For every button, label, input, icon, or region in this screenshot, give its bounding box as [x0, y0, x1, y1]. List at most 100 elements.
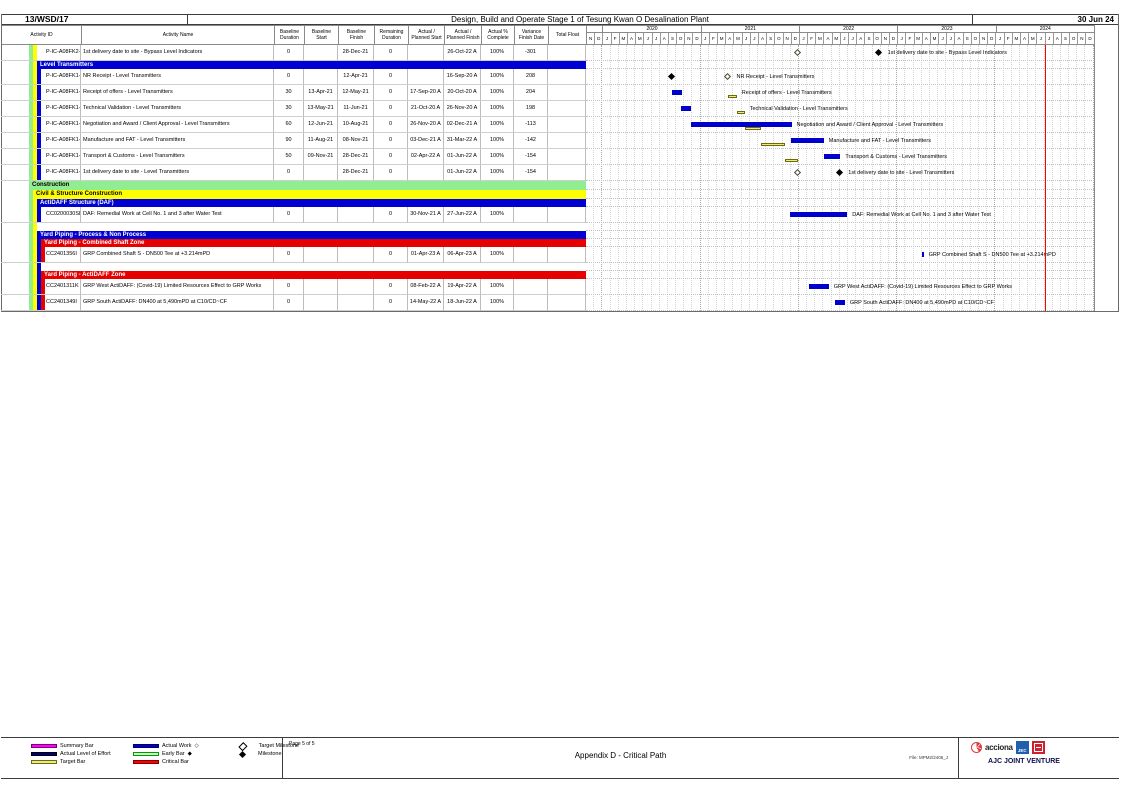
green-group-strip: [29, 207, 33, 223]
cell-baseline-duration: 30: [274, 101, 304, 117]
footer-center-cell: Page 5 of 5 Appendix D - Critical Path F…: [283, 738, 959, 778]
green-group-strip: [29, 199, 33, 207]
milestone-icon: [667, 72, 675, 81]
legend-label: Target Bar: [60, 759, 86, 765]
bar-label: Technical Validation - Level Transmitter…: [749, 106, 848, 112]
cell-pct-complete: 100%: [481, 117, 514, 133]
yellow-group-strip: [33, 231, 37, 239]
cell-actual-finish: 19-Apr-22 A: [444, 279, 481, 295]
cell-actual-start: [408, 45, 444, 61]
month-gridline: [1053, 45, 1061, 311]
appendix-title: Appendix D - Critical Path: [574, 751, 667, 760]
month-cell: O: [971, 33, 980, 45]
timeline-year-row: 2020 2021 2022 2023 2024: [587, 25, 1095, 33]
month-gridline: [652, 45, 660, 311]
yellow-group-strip: [33, 263, 37, 271]
month-gridline: [914, 45, 922, 311]
yellow-group-strip: [33, 295, 37, 311]
month-gridline: [823, 45, 832, 311]
cell-baseline-start: [304, 247, 338, 263]
month-cell: F: [611, 33, 620, 45]
joint-venture-logos: acciona JEC: [971, 741, 1045, 754]
table-border-bottom: [1, 311, 1119, 312]
legend-item: Milestone: [229, 750, 299, 758]
legend: Summary Bar Actual Level of Effort Target …: [1, 738, 299, 778]
target-milestone-icon: [724, 72, 732, 81]
month-gridline: [971, 45, 979, 311]
cell-actual-start: 17-Sep-20 A: [408, 85, 444, 101]
green-group-strip: [29, 69, 33, 85]
gantt-row: [586, 181, 1094, 190]
gantt-row: Transport & Customs - Level Transmitters: [586, 149, 1094, 165]
cell-activity-name: Negotiation and Award / Client Approval …: [81, 117, 274, 133]
cell-activity-id: CC2401356I: [1, 247, 81, 263]
cell-actual-start: 02-Apr-22 A: [408, 149, 444, 165]
cell-baseline-finish: 11-Jun-21: [338, 101, 374, 117]
cell-actual-finish: 01-Jun-22 A: [444, 149, 481, 165]
gantt-row: Receipt of offers - Level Transmitters: [586, 85, 1094, 101]
month-cell: J: [939, 33, 948, 45]
chart-border-right: [1094, 25, 1095, 311]
cell-pct-complete: 100%: [481, 165, 514, 181]
gantt-row: 1st delivery date to site - Bypass Level…: [586, 45, 1094, 61]
yellow-group-strip: [33, 207, 37, 223]
month-gridline: [1036, 45, 1045, 311]
cell-baseline-start: [304, 295, 338, 311]
month-cell: A: [1020, 33, 1030, 45]
month-gridline: [635, 45, 644, 311]
cell-activity-id: P-IC-A08FK2-: [1, 45, 81, 61]
group-band-row: Level Transmitters: [1, 61, 1119, 69]
month-cell: A: [922, 33, 931, 45]
activity-cells: P-IC-A08FK1- NR Receipt - Level Transmitt…: [1, 69, 586, 85]
target-bar: [744, 127, 761, 130]
column-header: Actual / Planned Start: [409, 25, 445, 45]
yellow-group-strip: [33, 279, 37, 295]
cell-activity-name: NR Receipt - Level Transmitters: [81, 69, 274, 85]
cell-baseline-start: 13-May-21: [304, 101, 338, 117]
red-group-strip: [41, 279, 45, 295]
green-group-strip: [29, 45, 33, 61]
activity-cells: CC2401311K GRP West ActiDAFF: (Covid-19) …: [1, 279, 586, 295]
green-group-strip: [29, 165, 33, 181]
cell-actual-start: 14-May-22 A: [408, 295, 444, 311]
month-cell: A: [955, 33, 964, 45]
cell-pct-complete: 100%: [481, 295, 514, 311]
cell-variance-finish-date: 198: [514, 101, 548, 117]
yellow-group-strip: [33, 199, 37, 207]
green-group-strip: [29, 117, 33, 133]
gantt-row: [586, 271, 1094, 279]
month-cell: M: [914, 33, 923, 45]
cell-activity-id: P-IC-A08FK1-: [1, 85, 81, 101]
month-cell: J: [840, 33, 849, 45]
blue-group-strip: [37, 263, 41, 271]
cell-total-float: [548, 45, 586, 61]
activity-cells: P-IC-A08FK1- Transport & Customs - Level …: [1, 149, 586, 165]
report-date: 30 Jun 24: [1077, 15, 1114, 24]
legend-item: Target Bar: [31, 759, 133, 765]
group-band-yellow: Civil & Structure Construction: [33, 190, 586, 199]
month-cell: O: [1070, 33, 1079, 45]
cell-total-float: [548, 165, 586, 181]
month-cell: M: [636, 33, 645, 45]
month-gridline: [963, 45, 971, 311]
month-cell: F: [906, 33, 915, 45]
page-title: Design, Build and Operate Stage 1 of Tes…: [188, 15, 973, 24]
group-band-blue: Yard Piping - Process & Non Process: [37, 231, 586, 239]
activity-row: P-IC-A08FK1- Negotiation and Award / Clie…: [1, 117, 1119, 133]
cell-baseline-finish: 12-Apr-21: [338, 69, 374, 85]
cell-variance-finish-date: [514, 207, 548, 223]
group-band-red: Yard Piping - ActiDAFF Zone: [41, 271, 586, 279]
cell-actual-finish: 18-Jun-22 A: [444, 295, 481, 311]
month-cell: M: [832, 33, 841, 45]
cell-activity-id: P-IC-A08FK1-: [1, 69, 81, 85]
gantt-row: [586, 239, 1094, 247]
legend-swatch-target: [31, 760, 57, 764]
cell-variance-finish-date: [514, 247, 548, 263]
bar-label: Negotiation and Award / Client Approval …: [796, 122, 944, 128]
joint-venture-name: AJC JOINT VENTURE: [988, 758, 1060, 765]
legend-swatch-early: [133, 752, 159, 756]
cell-baseline-start: [304, 165, 338, 181]
yellow-group-strip: [33, 133, 37, 149]
month-cell: A: [726, 33, 735, 45]
